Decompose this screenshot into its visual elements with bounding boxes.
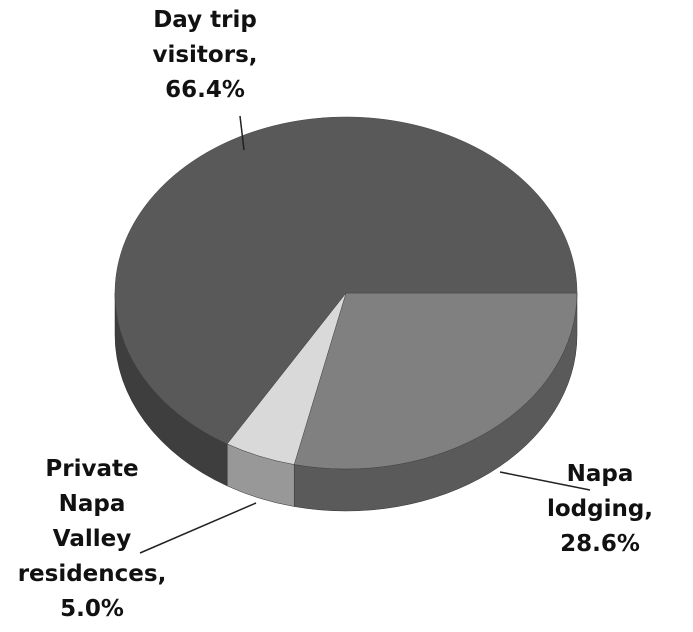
value-label: 66.4%	[165, 77, 245, 103]
leader-line	[139, 502, 257, 554]
slice-label: Napa lodging, 28.6%	[547, 457, 653, 562]
slice	[114, 116, 578, 445]
value-label: 28.6%	[560, 531, 640, 557]
slice-label: Private Napa Valley residences, 5.0%	[18, 452, 167, 627]
category-label: Private Napa Valley residences,	[17, 456, 167, 587]
slice	[293, 292, 578, 470]
category-label: Napa lodging,	[546, 461, 654, 522]
category-label: Day trip visitors,	[152, 7, 258, 68]
value-label: 5.0%	[60, 596, 124, 622]
leader-line	[239, 115, 245, 151]
slice-label: Day trip visitors, 66.4%	[130, 3, 280, 108]
leader-line	[499, 471, 591, 491]
